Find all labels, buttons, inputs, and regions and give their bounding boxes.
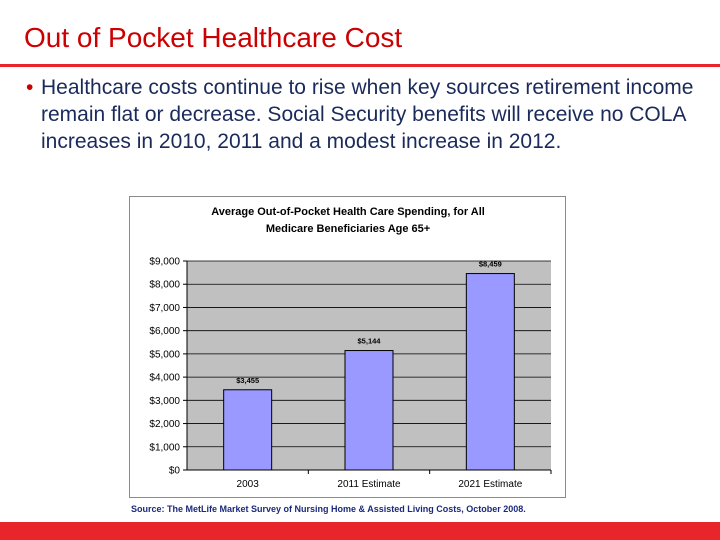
title-divider [0,64,720,67]
slide-title: Out of Pocket Healthcare Cost [24,22,403,53]
bar-value-label: $8,459 [479,260,502,269]
x-tick-label: 2011 Estimate [337,479,401,490]
y-tick-label: $8,000 [149,280,180,291]
y-tick-label: $2,000 [149,419,180,430]
bottom-accent-bar [0,522,720,540]
bar [344,350,394,471]
bar-value-label: $5,144 [358,337,382,346]
bar [223,389,273,471]
x-tick-label: 2003 [237,479,260,490]
x-tick-label: 2021 Estimate [458,479,522,490]
bullet-dot-icon: • [26,76,34,99]
y-tick-label: $1,000 [149,442,180,453]
y-tick-label: $0 [169,466,181,477]
source-note: Source: The MetLife Market Survey of Nur… [131,504,526,514]
chart-frame: Average Out-of-Pocket Health Care Spendi… [129,196,566,498]
bar-chart: Average Out-of-Pocket Health Care Spendi… [149,206,552,490]
chart-title-line: Medicare Beneficiaries Age 65+ [266,223,430,235]
y-tick-label: $5,000 [149,349,180,360]
chart-title-line: Average Out-of-Pocket Health Care Spendi… [211,206,485,218]
bar [465,273,515,471]
y-tick-label: $9,000 [149,257,180,268]
bullet-text: Healthcare costs continue to rise when k… [41,76,694,153]
y-tick-label: $6,000 [149,326,180,337]
bar-value-label: $3,455 [236,376,259,385]
y-tick-label: $3,000 [149,396,180,407]
bullet-point: • Healthcare costs continue to rise when… [26,74,706,155]
y-tick-label: $4,000 [149,373,180,384]
y-tick-label: $7,000 [149,303,180,314]
